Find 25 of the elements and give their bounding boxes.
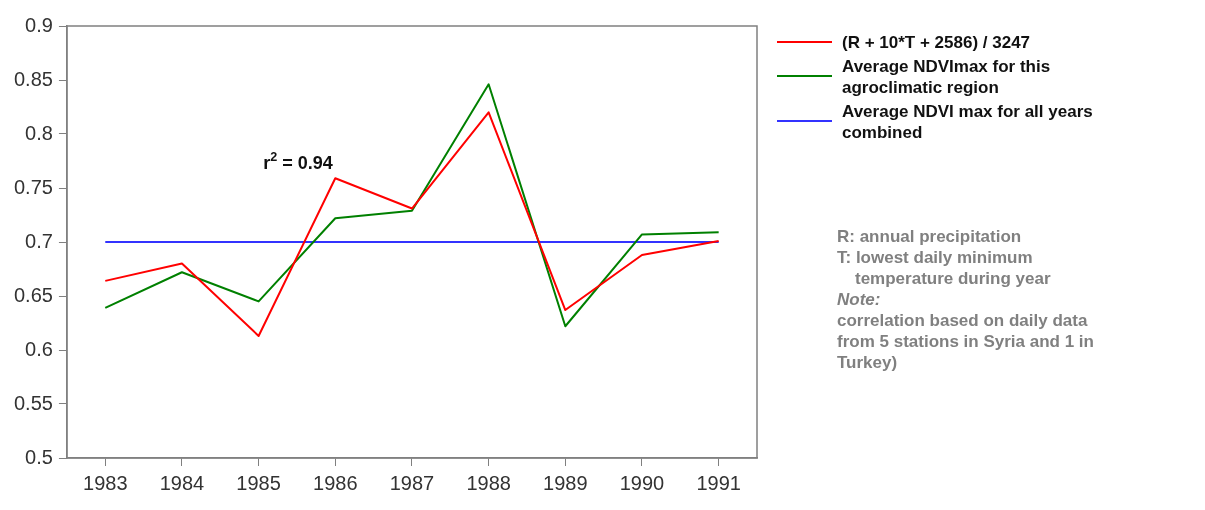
y-tick-label: 0.7 <box>25 229 53 252</box>
text: T: lowest daily minimum temperature during year <box>837 248 1051 288</box>
legend-label: Average NDVI max for all years combined <box>842 102 1093 142</box>
text: correlation based on daily data from 5 stations in Syria and 1 in Turkey) <box>837 311 1094 372</box>
x-tick-label: 1987 <box>389 471 435 494</box>
text: R: annual precipitation <box>837 227 1022 246</box>
x-tick-label: 1988 <box>466 471 511 494</box>
y-tick-label: 0.8 <box>25 121 53 144</box>
y-tick-label: 0.75 <box>13 175 53 198</box>
y-tick-label: 0.85 <box>13 67 53 90</box>
x-tick-label: 1983 <box>83 471 128 494</box>
x-tick-label: 1989 <box>543 471 588 494</box>
x-tick-label: 1986 <box>313 471 358 494</box>
y-tick-label: 0.6 <box>25 337 53 360</box>
y-tick-label: 0.55 <box>13 391 53 414</box>
x-tick-label: 1985 <box>236 471 281 494</box>
x-tick-label: 1990 <box>619 471 665 494</box>
legend-label: Average NDVImax for this agroclimatic region <box>842 57 1051 97</box>
text: Note: <box>837 290 881 309</box>
legend-label: (R + 10*T + 2586) / 3247 <box>842 33 1031 52</box>
y-tick-label: 0.65 <box>13 283 53 306</box>
y-tick-label: 0.9 <box>25 13 53 36</box>
y-tick-label: 0.5 <box>25 445 53 468</box>
x-tick-label: 1991 <box>696 471 741 494</box>
x-tick-label: 1984 <box>159 471 205 494</box>
